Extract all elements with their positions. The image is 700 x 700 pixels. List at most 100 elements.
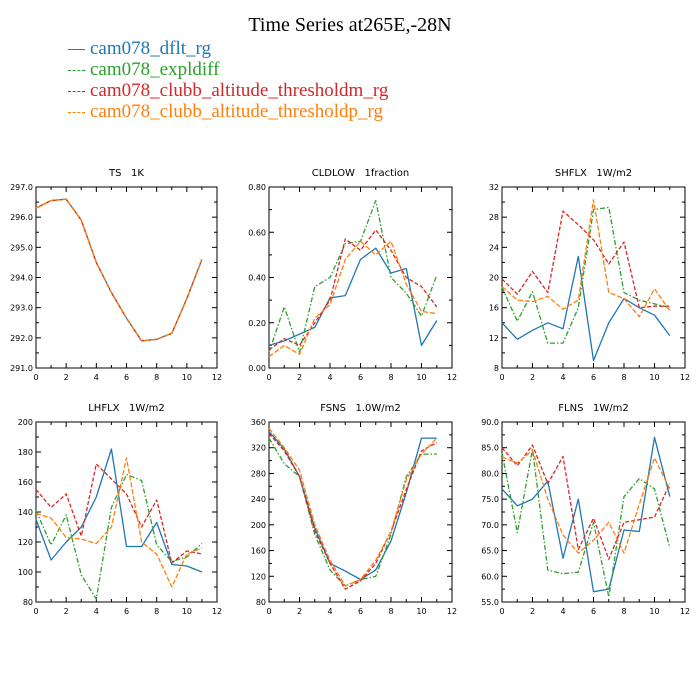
x-tick-label-shflx: 8 [621, 373, 626, 382]
x-tick-label-ts: 2 [64, 373, 69, 382]
x-tick-label-ts: 6 [124, 373, 129, 382]
x-tick-label-lhflx: 0 [33, 607, 38, 616]
y-tick-label-ts: 297.0 [10, 183, 33, 192]
legend-swatch-dflt [68, 49, 85, 50]
y-tick-label-ts: 295.0 [10, 243, 33, 252]
panel-title-fsns: FSNS 1.0W/m2 [320, 403, 401, 414]
series-line-expldiff-fsns [268, 437, 437, 587]
y-tick-label-flns: 65.0 [481, 547, 499, 556]
y-tick-label-shflx: 20 [489, 274, 499, 283]
x-tick-label-shflx: 12 [680, 373, 690, 382]
x-tick-label-lhflx: 10 [182, 607, 192, 616]
y-tick-label-ts: 293.0 [10, 304, 33, 313]
y-tick-label-cldlow: 0.20 [248, 319, 266, 328]
x-tick-label-ts: 8 [154, 373, 159, 382]
y-tick-label-cldlow: 0.40 [248, 274, 266, 283]
y-tick-label-shflx: 32 [489, 183, 499, 192]
series-line-thresholdp-lhflx [35, 457, 203, 588]
series-line-thresholdm-shflx [501, 210, 670, 309]
x-tick-label-cldlow: 8 [388, 373, 393, 382]
legend-label-expldiff: cam078_expldiff [90, 59, 220, 80]
x-tick-label-lhflx: 2 [64, 607, 69, 616]
x-tick-label-flns: 10 [649, 607, 659, 616]
x-tick-label-shflx: 4 [560, 373, 565, 382]
panel-flns: FLNS 1W/m2 0 2 4 6 8 10 12 55.0 60.0 65.0 70.0 75.0 8… [481, 403, 690, 616]
panel-ts: TS 1K 0 2 4 6 8 10 12 291.0 292.0 293.0 294.0 295.0 2… [10, 168, 222, 382]
x-tick-label-cldlow: 0 [266, 373, 271, 382]
legend-label-thresholdm: cam078_clubb_altitude_thresholdm_rg [90, 80, 389, 101]
x-tick-label-cldlow: 12 [447, 373, 457, 382]
panel-lhflx: LHFLX 1W/m2 0 2 4 6 8 10 12 80 100 120 140 160 180 200 [18, 403, 222, 616]
y-tick-label-lhflx: 200 [18, 418, 33, 427]
y-tick-label-fsns: 320 [251, 444, 266, 453]
y-tick-label-shflx: 16 [489, 304, 499, 313]
y-tick-label-ts: 296.0 [10, 213, 33, 222]
legend-label-dflt: cam078_dflt_rg [90, 38, 212, 59]
x-tick-label-lhflx: 4 [94, 607, 99, 616]
y-tick-label-ts: 294.0 [10, 274, 33, 283]
x-tick-label-cldlow: 2 [297, 373, 302, 382]
y-tick-label-shflx: 24 [489, 243, 499, 252]
x-tick-label-lhflx: 6 [124, 607, 129, 616]
x-tick-label-flns: 12 [680, 607, 690, 616]
y-tick-label-flns: 70.0 [481, 521, 499, 530]
y-tick-label-lhflx: 120 [18, 538, 33, 547]
y-tick-label-shflx: 8 [494, 364, 499, 373]
x-tick-label-lhflx: 12 [212, 607, 222, 616]
series-line-expldiff-lhflx [35, 473, 203, 600]
x-tick-label-flns: 8 [621, 607, 626, 616]
x-tick-label-cldlow: 10 [416, 373, 426, 382]
series-line-thresholdm-cldlow [268, 229, 438, 351]
x-tick-label-shflx: 2 [530, 373, 535, 382]
series-line-thresholdp-ts [35, 198, 203, 342]
series-line-thresholdp-shflx [501, 199, 671, 318]
y-tick-label-cldlow: 0.00 [248, 364, 266, 373]
figure-title: Time Series at265E,-28N [248, 14, 452, 36]
legend-label-thresholdp: cam078_clubb_altitude_thresholdp_rg [90, 101, 384, 122]
y-tick-label-flns: 55.0 [481, 598, 499, 607]
series-line-dflt-fsns [268, 431, 437, 581]
panel-title-cldlow: CLDLOW 1fraction [312, 168, 410, 179]
y-tick-label-cldlow: 0.80 [248, 183, 266, 192]
x-tick-label-cldlow: 6 [358, 373, 363, 382]
series-line-dflt-flns [501, 436, 671, 593]
panel-fsns: FSNS 1.0W/m2 0 2 4 6 8 10 12 80 120 160 200 240 280 32… [251, 403, 457, 616]
x-tick-label-shflx: 6 [591, 373, 596, 382]
y-tick-label-lhflx: 100 [18, 568, 33, 577]
y-tick-label-lhflx: 80 [23, 598, 33, 607]
x-tick-label-flns: 6 [591, 607, 596, 616]
x-tick-label-fsns: 8 [388, 607, 393, 616]
y-tick-label-fsns: 160 [251, 547, 266, 556]
x-tick-label-ts: 0 [33, 373, 38, 382]
series-line-expldiff-flns [501, 448, 671, 598]
series-line-thresholdp-fsns [268, 427, 438, 587]
series-line-thresholdp-flns [501, 449, 671, 554]
y-tick-label-flns: 60.0 [481, 572, 499, 581]
series-line-dflt-lhflx [35, 448, 203, 573]
legend-swatch-thresholdp [68, 112, 85, 113]
x-tick-label-shflx: 0 [499, 373, 504, 382]
x-tick-label-flns: 4 [560, 607, 565, 616]
y-tick-label-shflx: 12 [489, 334, 499, 343]
plot-frame-ts [35, 186, 218, 369]
x-tick-label-fsns: 10 [416, 607, 426, 616]
x-tick-label-fsns: 6 [358, 607, 363, 616]
panel-title-ts: TS 1K [108, 168, 144, 179]
plot-frame-lhflx [35, 421, 218, 603]
series-line-dflt-cldlow [268, 247, 438, 347]
x-tick-label-lhflx: 8 [154, 607, 159, 616]
series-line-thresholdm-fsns [268, 433, 438, 590]
y-tick-label-flns: 75.0 [481, 495, 499, 504]
legend-swatch-thresholdm [68, 91, 85, 92]
y-tick-label-fsns: 240 [251, 495, 266, 504]
y-tick-label-fsns: 200 [251, 521, 266, 530]
y-tick-label-flns: 85.0 [481, 444, 499, 453]
y-tick-label-fsns: 120 [251, 572, 266, 581]
series-line-expldiff-shflx [501, 206, 670, 344]
x-tick-label-ts: 12 [212, 373, 222, 382]
legend-swatch-expldiff [68, 70, 85, 71]
panel-title-shflx: SHFLX 1W/m2 [555, 168, 632, 179]
y-tick-label-fsns: 80 [256, 598, 266, 607]
